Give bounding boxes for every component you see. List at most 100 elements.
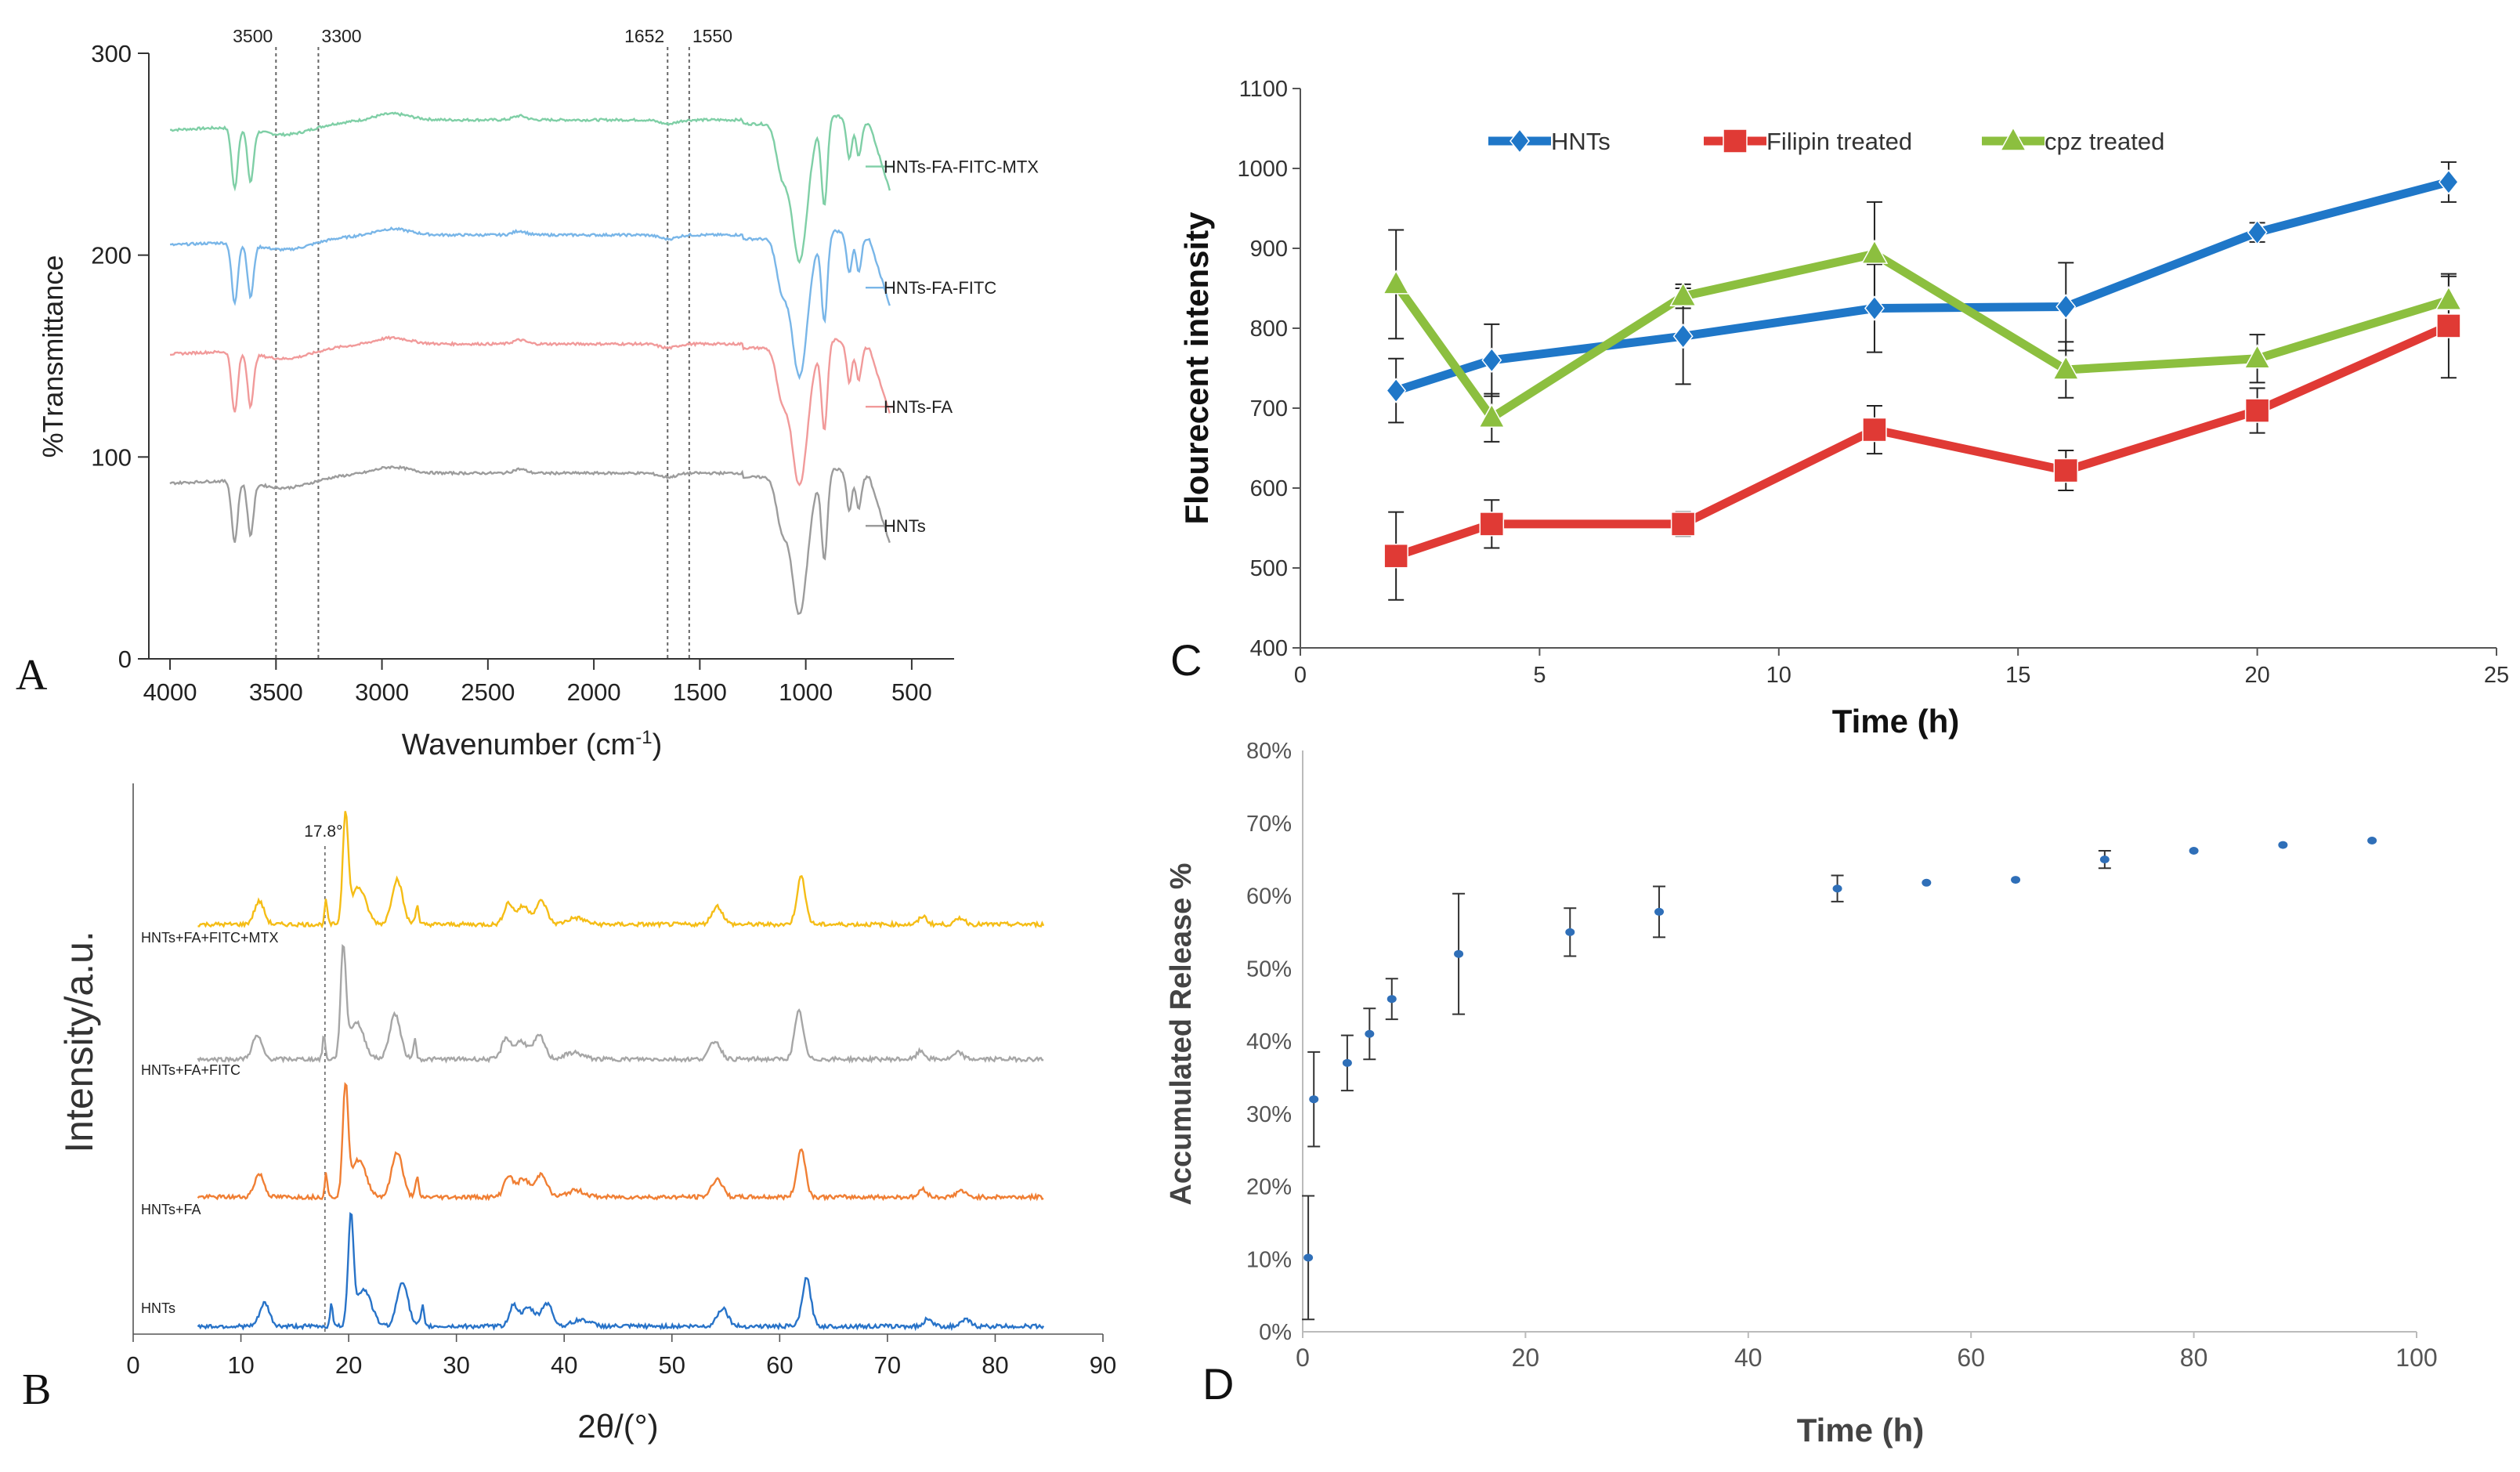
y-tick-label: 700 <box>1250 396 1288 421</box>
y-tick-label: 800 <box>1250 316 1288 342</box>
legend-label: HNTs-FA-FITC-MTX <box>884 157 1039 177</box>
x-tick-label: 2500 <box>461 678 515 706</box>
y-axis-title: Accumulated Release % <box>1165 863 1198 1205</box>
data-point <box>1565 928 1575 936</box>
data-point <box>1922 878 1932 887</box>
data-point <box>1383 543 1408 569</box>
data-point <box>1303 1253 1314 1262</box>
legend-label: HNTs <box>884 516 926 536</box>
y-tick-label: 900 <box>1250 237 1288 262</box>
x-tick-label: 100 <box>2395 1344 2437 1372</box>
data-point <box>1478 403 1506 428</box>
x-tick-label: 5 <box>1533 663 1546 688</box>
x-tick-label: 70 <box>874 1351 901 1379</box>
y-axis-title: Intensity/a.u. <box>57 931 101 1153</box>
y-axis-title: %Transmittance <box>37 255 69 458</box>
x-tick-label: 60 <box>1957 1344 1985 1372</box>
reference-line-label: 3500 <box>233 26 273 46</box>
spectrum-line-hnts-fa-fitc <box>170 226 891 381</box>
y-tick-label: 60% <box>1246 884 1292 910</box>
legend-marker <box>1999 126 2027 151</box>
legend-label: HNTs-FA <box>884 397 953 417</box>
x-tick-label: 2000 <box>567 678 621 706</box>
panel-c-fluorescence-chart: 400 500 600 700 800 900 1000 1100 0 5 10 15 20 25 Time… <box>1178 77 2509 740</box>
series-line-1 <box>1394 321 2451 560</box>
data-point <box>2278 841 2288 849</box>
x-tick-label: 1500 <box>673 678 727 706</box>
x-tick-label: 80 <box>2180 1344 2208 1372</box>
data-point <box>2189 846 2199 855</box>
y-tick-label: 400 <box>1250 636 1288 661</box>
data-point <box>1860 239 1889 264</box>
x-tick-label: 10 <box>1766 663 1791 688</box>
data-point <box>1862 417 1887 443</box>
y-tick-label: 0 <box>118 646 132 673</box>
y-tick-label: 30% <box>1246 1102 1292 1127</box>
spectrum-line-hnts-fa-fitc-mtx <box>169 111 891 265</box>
series-label: HNTs+FA <box>141 1202 201 1217</box>
y-axis-title: Flourecent intensity <box>1178 212 1215 525</box>
x-tick-label: 40 <box>551 1351 577 1379</box>
x-tick-label: 50 <box>659 1351 685 1379</box>
y-tick-label: 1100 <box>1239 77 1288 102</box>
y-tick-label: 200 <box>91 242 132 269</box>
x-tick-label: 10 <box>227 1351 254 1379</box>
y-tick-label: 70% <box>1246 812 1292 837</box>
data-point <box>2247 219 2268 245</box>
x-tick-label: 80 <box>982 1351 1008 1379</box>
y-tick-label: 40% <box>1246 1029 1292 1054</box>
legend-label: HNTs-FA-FITC <box>884 278 996 298</box>
y-tick-label: 1000 <box>1237 157 1288 182</box>
x-tick-label: 15 <box>2005 663 2030 688</box>
reference-line-label: 3300 <box>321 26 361 46</box>
y-tick-label: 10% <box>1246 1247 1292 1272</box>
data-point <box>1342 1058 1352 1067</box>
y-tick-label: 100 <box>91 443 132 471</box>
legend-marker <box>1509 128 1530 154</box>
data-point <box>2244 398 2270 423</box>
data-point <box>2052 355 2080 380</box>
x-tick-label: 3500 <box>249 678 303 706</box>
data-point <box>1672 323 1694 349</box>
legend-marker <box>1723 128 1748 154</box>
data-point <box>1382 269 1410 295</box>
y-tick-label: 300 <box>91 40 132 67</box>
data-point <box>2435 285 2463 311</box>
panel-letter-a: A <box>16 651 48 700</box>
legend-label: cpz treated <box>2045 128 2164 155</box>
data-point <box>1454 949 1464 958</box>
x-tick-label: 20 <box>1512 1344 1540 1372</box>
x-tick-label: 30 <box>443 1351 469 1379</box>
series-label: HNTs+FA+FITC+MTX <box>141 930 279 946</box>
x-tick-label: 40 <box>1734 1344 1763 1372</box>
x-tick-label: 20 <box>2244 663 2269 688</box>
data-point <box>2438 169 2459 195</box>
data-point <box>1670 512 1696 537</box>
xrd-line-hnts+fa+fitc <box>197 943 1044 1064</box>
legend-label: Filipin treated <box>1766 128 1912 155</box>
xrd-line-hnts+fa+fitc+mtx <box>197 811 1045 929</box>
xrd-line-hnts+fa <box>197 1082 1044 1202</box>
y-tick-label: 500 <box>1250 556 1288 581</box>
x-tick-label: 0 <box>1296 1344 1310 1372</box>
panel-letter-b: B <box>22 1365 51 1414</box>
data-point <box>1387 995 1397 1004</box>
reference-line-label: 1652 <box>624 26 664 46</box>
x-tick-label: 0 <box>1294 663 1307 688</box>
data-point <box>2055 294 2077 320</box>
xrd-line-hnts <box>197 1212 1045 1332</box>
panel-d-release-chart: 0% 10% 20% 30% 40% 50% 60% 70% 80% 0 20 40 60 80 100 Ti… <box>1165 739 2438 1448</box>
x-axis-title: Wavenumber (cm-1) <box>402 727 662 761</box>
reference-line-label: 1550 <box>692 26 732 46</box>
y-tick-label: 20% <box>1246 1175 1292 1200</box>
x-axis-title: Time (h) <box>1797 1412 1925 1448</box>
y-tick-label: 80% <box>1246 739 1292 764</box>
data-point <box>1365 1029 1375 1038</box>
x-tick-label: 1000 <box>779 678 833 706</box>
data-point <box>1669 281 1697 306</box>
data-point <box>2436 313 2461 338</box>
data-point <box>1309 1095 1319 1104</box>
x-tick-label: 25 <box>2484 663 2509 688</box>
panel-letter-c: C <box>1170 635 1202 685</box>
